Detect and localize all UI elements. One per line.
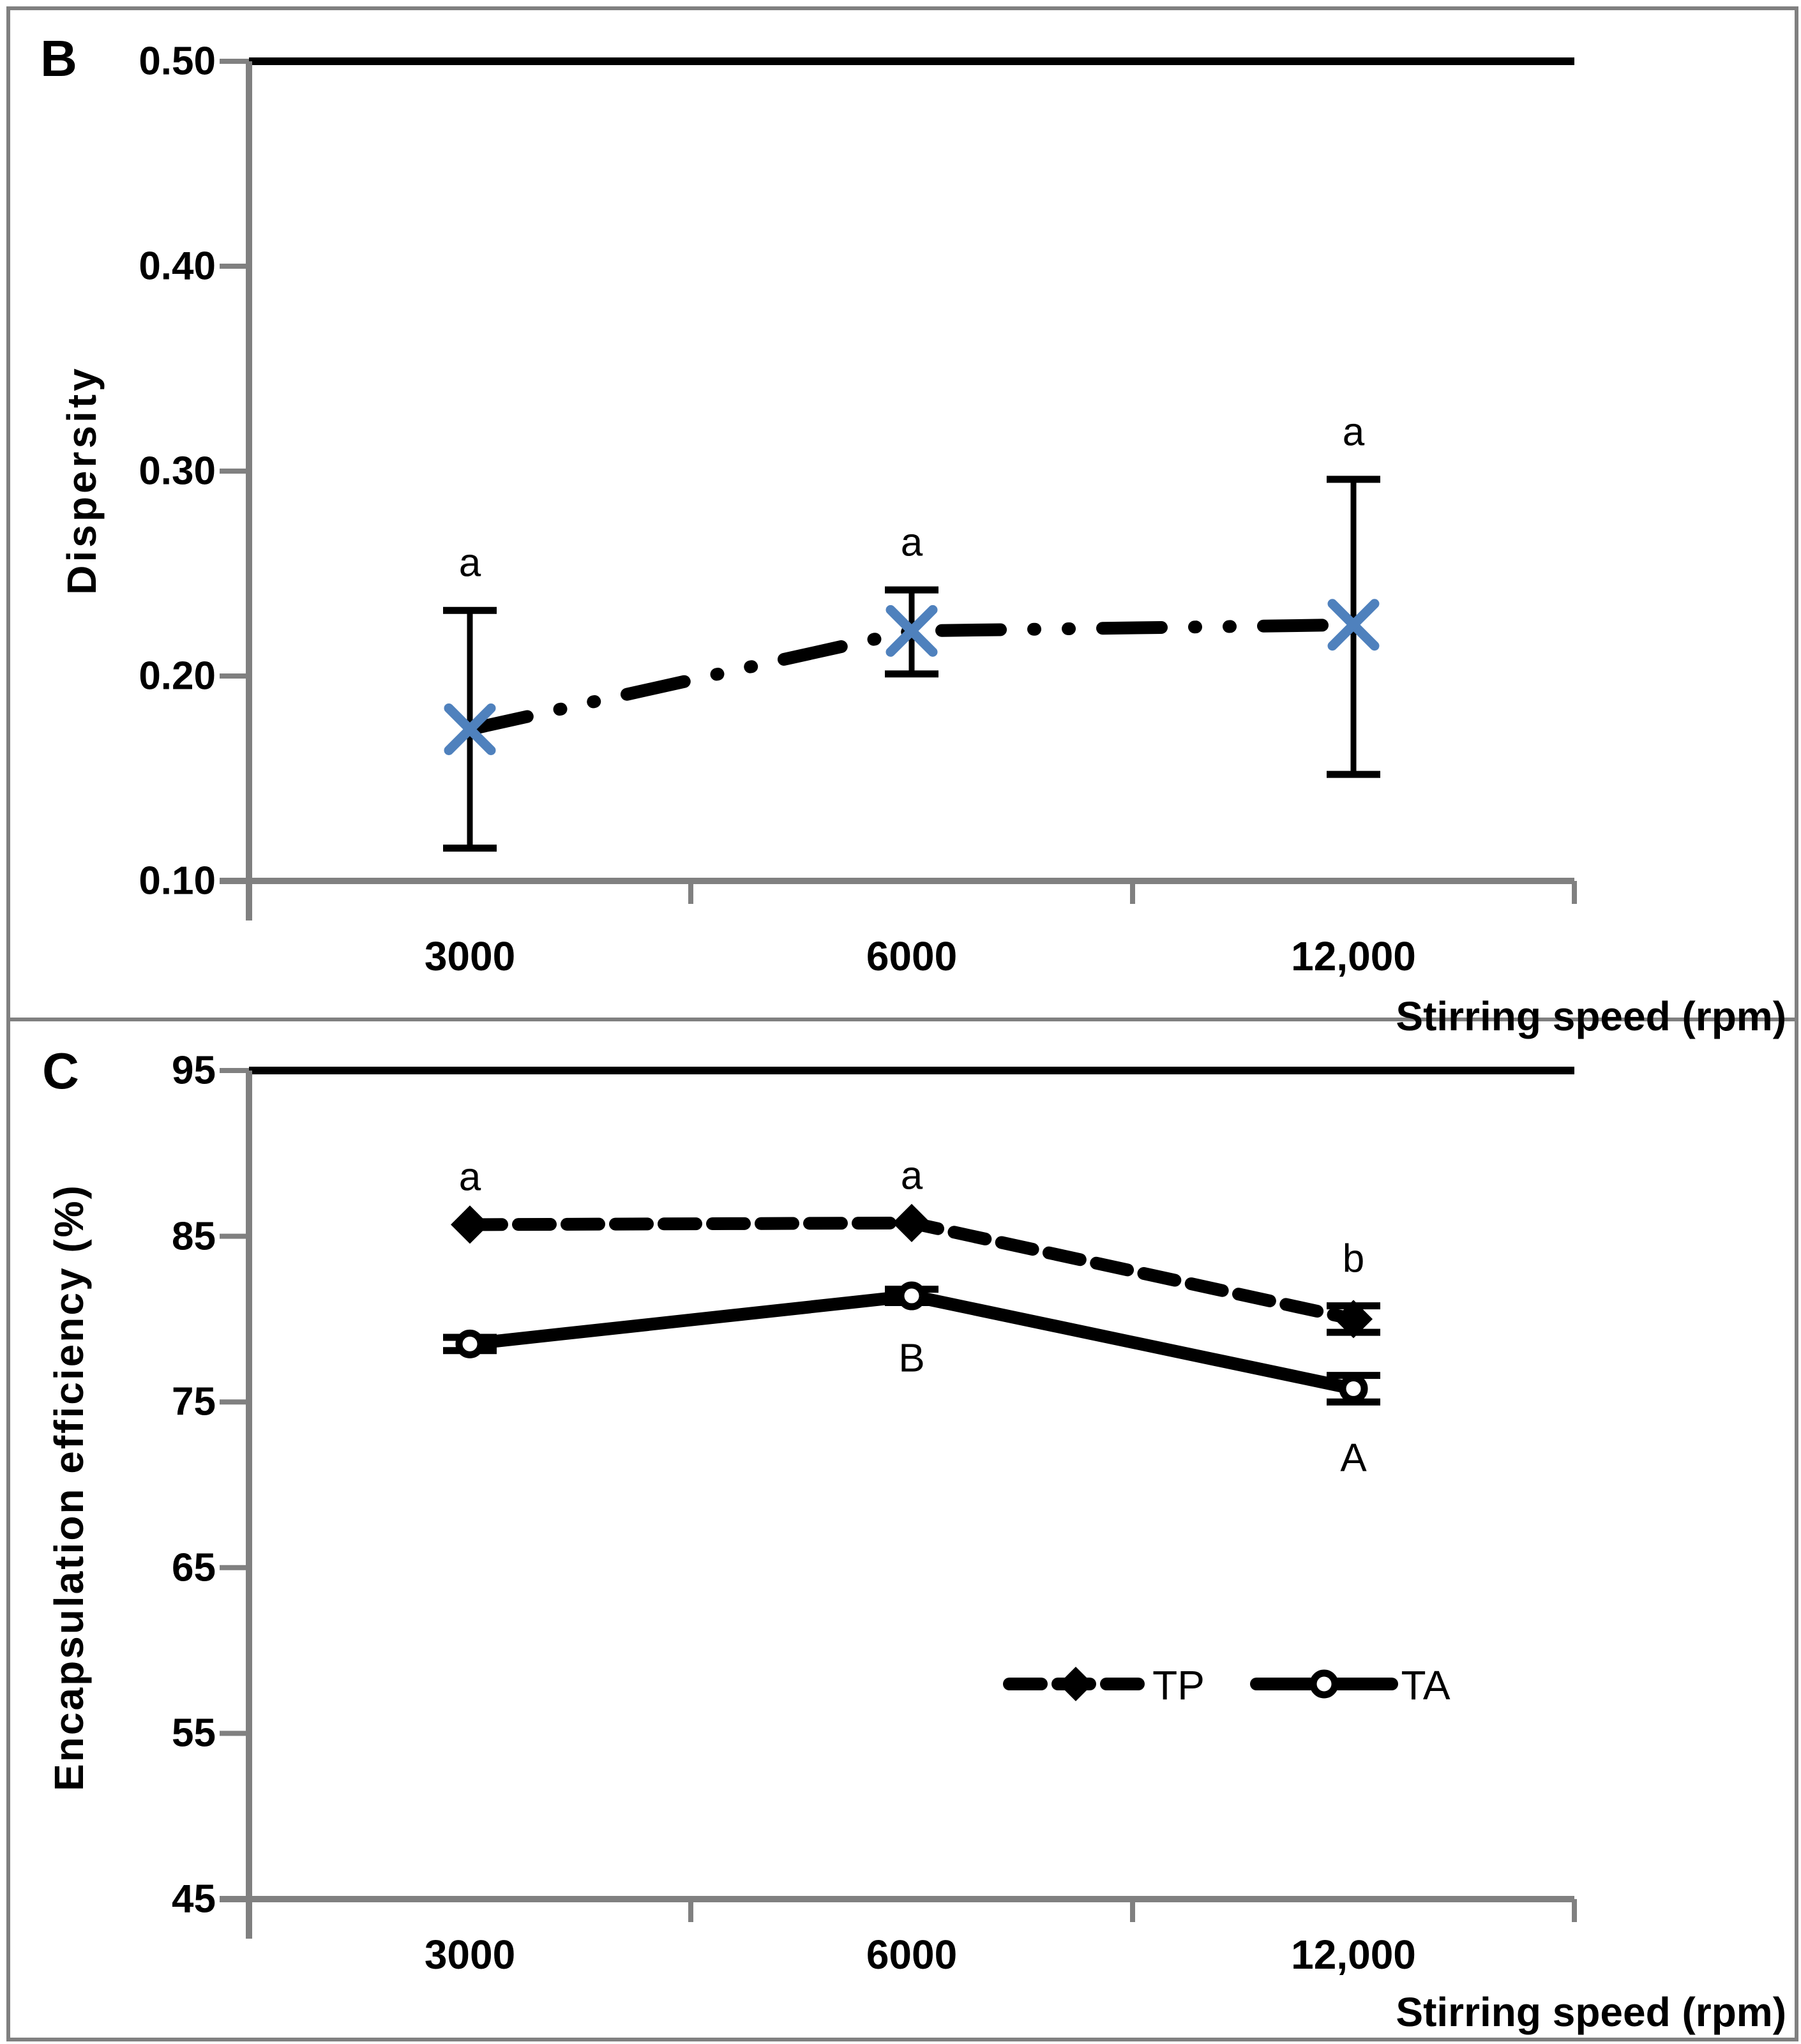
diamond-marker: [893, 1203, 931, 1242]
y-tick-label: 85: [172, 1214, 216, 1259]
panel-c-x-axis-title: Stirring speed (rpm): [1396, 1989, 1786, 2035]
diamond-marker: [1334, 1300, 1373, 1339]
legend-label-ta: TA: [1401, 1662, 1451, 1708]
panel-c-letter: C: [42, 1042, 79, 1099]
point-label: a: [900, 520, 923, 565]
x-tick-label: 3000: [424, 933, 516, 979]
x-tick-label: 6000: [866, 933, 958, 979]
point-label: a: [900, 1154, 923, 1198]
y-tick-label: 0.30: [139, 449, 216, 493]
diamond-marker: [451, 1205, 489, 1244]
figure-border: [6, 6, 1798, 2041]
circle-marker: [455, 1329, 485, 1358]
point-label: b: [1342, 1236, 1365, 1281]
circle-marker: [1339, 1374, 1368, 1403]
panel-b-x-axis-title: Stirring speed (rpm): [1396, 993, 1786, 1039]
point-label: a: [458, 1155, 481, 1199]
y-tick-label: 0.50: [139, 39, 216, 84]
y-tick-label: 65: [172, 1545, 216, 1590]
x-marker: [444, 703, 496, 755]
x-tick-label: 6000: [866, 1932, 958, 1978]
panel-divider: [6, 1018, 1798, 1021]
panel-c-y-axis-title: Encapsulation efficiency (%): [46, 1184, 92, 1791]
y-tick-label: 45: [172, 1877, 216, 1921]
circle-marker: [897, 1281, 926, 1311]
y-tick-label: 0.20: [139, 654, 216, 698]
point-label: B: [898, 1336, 925, 1381]
y-tick-label: 0.40: [139, 244, 216, 289]
y-tick-label: 95: [172, 1048, 216, 1093]
point-label: A: [1340, 1436, 1367, 1480]
point-label: a: [1342, 410, 1365, 455]
x-tick-label: 3000: [424, 1932, 516, 1978]
x-marker: [885, 605, 938, 657]
x-tick-label: 12,000: [1291, 933, 1416, 979]
y-tick-label: 75: [172, 1379, 216, 1424]
legend-label-tp: TP: [1152, 1662, 1205, 1708]
y-tick-label: 55: [172, 1711, 216, 1755]
x-marker: [1327, 599, 1380, 651]
point-label: a: [458, 541, 481, 585]
panel-b-letter: B: [40, 30, 77, 87]
x-tick-label: 12,000: [1291, 1932, 1416, 1978]
circle-marker: [1309, 1669, 1339, 1699]
panel-b-y-axis-title: Dispersity: [59, 365, 105, 595]
y-tick-label: 0.10: [139, 859, 216, 903]
diamond-marker: [1059, 1667, 1093, 1701]
